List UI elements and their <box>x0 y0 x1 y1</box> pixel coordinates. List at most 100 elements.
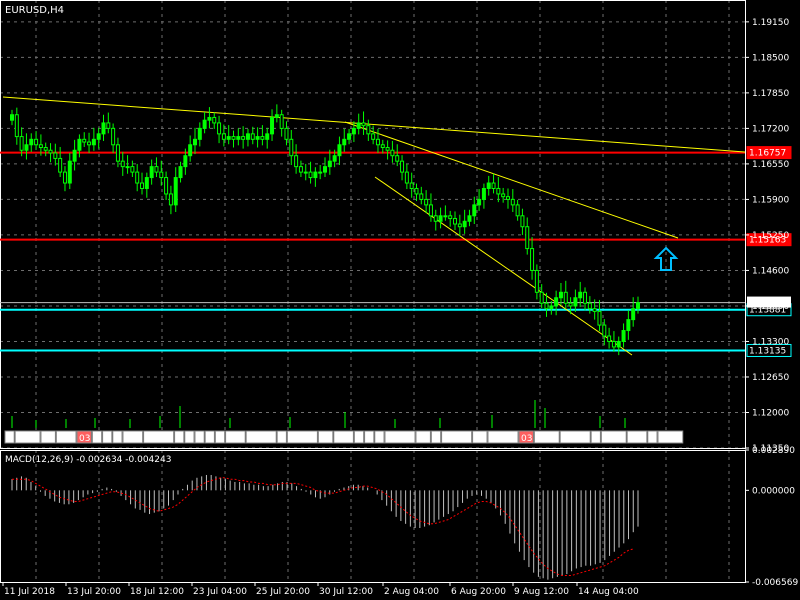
volume-tag-box <box>40 430 56 444</box>
candle-body <box>539 291 544 304</box>
volume-tag: 13:01 <box>146 434 172 444</box>
macd-frame <box>0 450 746 583</box>
candle-body <box>188 144 193 157</box>
volume-tag: 1 <box>115 434 121 444</box>
volume-tag-box <box>600 430 627 444</box>
candle-body <box>135 171 140 184</box>
volume-tag-box <box>55 430 77 444</box>
candle-body <box>130 166 135 173</box>
volume-tag-box <box>76 430 92 444</box>
volume-tag-box <box>590 430 601 444</box>
candle-body <box>592 308 597 312</box>
candle-body <box>260 136 265 140</box>
volume-tag: 20:30 <box>289 434 315 444</box>
candle-body <box>178 166 183 179</box>
macd-y-tick-label: 0.002890 <box>752 446 795 456</box>
candle-body <box>217 122 222 135</box>
candle-body <box>573 297 578 307</box>
level-label-box-1 <box>746 233 792 247</box>
candle-body <box>563 291 568 304</box>
candle-body <box>19 136 24 151</box>
candle-body <box>428 204 433 217</box>
candle-body <box>472 204 477 217</box>
x-tick-label: 11 Jul 2018 <box>4 587 55 597</box>
trendlines[interactable] <box>2 96 746 356</box>
volume-tag-box <box>317 430 334 444</box>
volume-tag-box <box>184 430 195 444</box>
candle-body <box>419 193 424 200</box>
candle-body <box>347 133 352 140</box>
level-label: 1.15163 <box>749 236 786 246</box>
candle-body <box>607 335 612 342</box>
candle-body <box>332 155 337 162</box>
volume-tag: 1 <box>433 434 439 444</box>
volume-tag: 17:1 <box>536 434 556 444</box>
candle-body <box>62 171 67 184</box>
volume-tag-box <box>487 430 519 444</box>
candle-body <box>385 147 390 151</box>
volume-tag: 12:10 <box>444 434 470 444</box>
candle-body <box>154 166 159 173</box>
macd-y-tick-label: -0.006569 <box>752 578 798 588</box>
x-tick-label: 18 Jul 12:00 <box>130 587 184 597</box>
candle-body <box>462 220 467 228</box>
volume-tag: 11: <box>629 434 643 444</box>
volume-tag-box <box>333 430 354 444</box>
volume-tag-box <box>14 430 41 444</box>
horizontal-levels[interactable]: 1.16757 1.15163 1.13881 1.13135 1.14012 <box>0 146 792 357</box>
candle-body <box>236 136 241 140</box>
price-axis: 1.19150 1.18500 1.17850 1.17200 1.16550 1.159… <box>745 18 789 454</box>
volume-tag-box <box>214 430 226 444</box>
candle-body <box>125 166 130 169</box>
candle-body <box>486 182 491 189</box>
volume-tag-box <box>657 430 684 444</box>
candle-body <box>380 144 385 149</box>
candle-body <box>245 133 250 140</box>
candle-body <box>496 187 501 195</box>
candle-body <box>611 340 616 348</box>
candle-body <box>29 138 34 146</box>
candle-body <box>221 133 226 140</box>
volume-tag: 1 <box>94 434 100 444</box>
level-label: 1.13135 <box>749 346 786 356</box>
y-tick-label: 1.13950 <box>752 302 789 312</box>
candle-body <box>53 152 58 159</box>
candle-body <box>120 160 125 168</box>
volume-tag-box <box>143 430 175 444</box>
macd-panel: 0.002890 0.000000 -0.006569 <box>11 446 798 588</box>
candle-body <box>337 144 342 157</box>
candle-body <box>111 127 116 146</box>
candle-body <box>82 138 87 143</box>
level-label-box-0 <box>746 146 792 160</box>
y-tick-label: 1.15900 <box>752 195 789 205</box>
candle-body <box>457 223 462 228</box>
candle-body <box>164 177 169 195</box>
volume-tag-box <box>122 430 144 444</box>
candle-body <box>289 138 294 157</box>
candle-body <box>323 166 327 173</box>
volume-tag-box <box>91 430 103 444</box>
candle-body <box>279 114 284 129</box>
x-tick-label: 2 Aug 04:00 <box>384 587 439 597</box>
candle-body <box>284 127 289 140</box>
volume-tag-box <box>384 430 416 444</box>
candle-body <box>375 138 380 146</box>
volume-tag-box <box>430 430 442 444</box>
x-tick-label: 23 Jul 04:00 <box>193 587 247 597</box>
candle-body <box>48 149 53 154</box>
candle-body <box>91 138 96 146</box>
volume-tag: 12: <box>125 434 139 444</box>
volume-tag: 12 <box>475 434 486 444</box>
candle-body <box>106 122 111 129</box>
volume-tag: 0 <box>377 434 383 444</box>
candle-body <box>390 149 395 157</box>
candle-body <box>192 138 197 146</box>
volume-tag: 1 <box>367 434 373 444</box>
candle-body <box>438 215 443 222</box>
candle-body <box>366 125 371 135</box>
volume-tag-box <box>276 430 287 444</box>
time-axis: 11 Jul 2018 13 Jul 20:00 18 Jul 12:00 23 Ju… <box>2 582 639 597</box>
trendline-channel-lower <box>374 176 633 356</box>
candle-body <box>14 114 19 138</box>
